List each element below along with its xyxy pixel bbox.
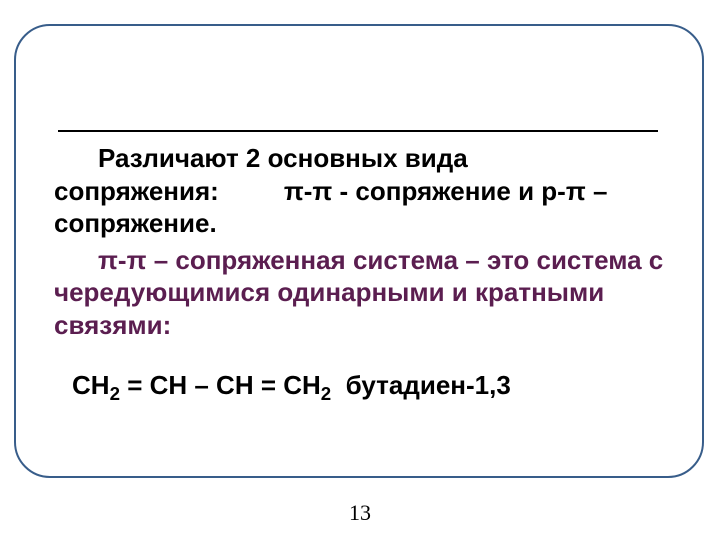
formula-ch2a: CH [72, 370, 110, 400]
title-divider [58, 130, 658, 132]
paragraph-2: π-π – сопряженная система – это система … [54, 244, 664, 342]
slide: Различают 2 основных вида сопряжения: π-… [0, 0, 720, 540]
para2-highlight: π-π – сопряженная система [98, 245, 458, 275]
formula-line: CH2 = CH – CH = CH2 бутадиен-1,3 [72, 369, 664, 402]
body-text: Различают 2 основных вида сопряжения: π-… [54, 142, 664, 402]
page-number: 13 [0, 500, 720, 526]
formula-sub-2a: 2 [110, 383, 120, 404]
paragraph-1: Различают 2 основных вида сопряжения: π-… [54, 142, 664, 240]
formula-tail: бутадиен-1,3 [331, 370, 511, 400]
formula-mid: = CH – CH = CH [120, 370, 321, 400]
formula-sub-2b: 2 [321, 383, 331, 404]
